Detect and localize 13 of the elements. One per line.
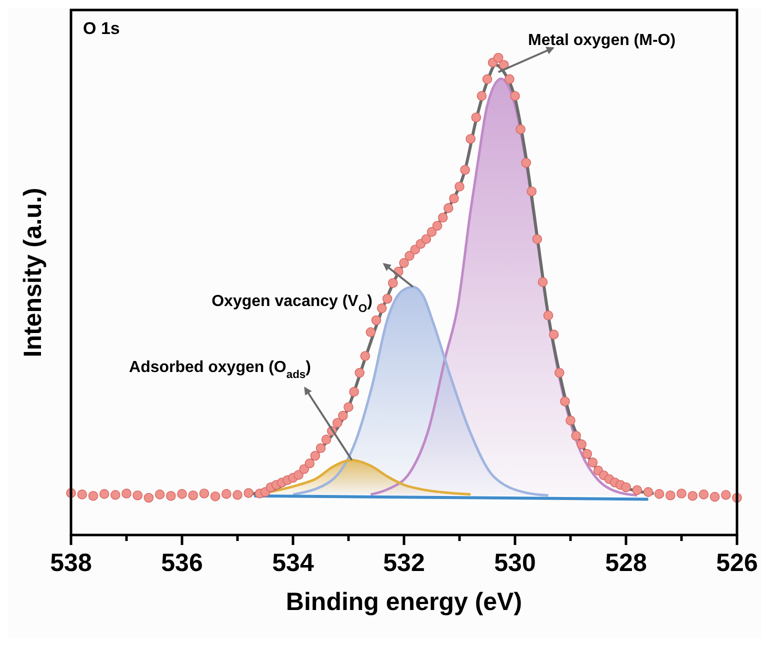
x-tick-label: 526: [716, 549, 758, 577]
x-tick-label: 536: [161, 549, 203, 577]
annotation: Oxygen vacancy (V$_{O}$): [212, 293, 372, 315]
annotation: Metal oxygen (M-O): [528, 32, 676, 49]
y-axis-title: Intensity (a.u.): [19, 188, 47, 358]
annotation: Adsorbed oxygen (O$_{ads}$): [129, 359, 311, 381]
x-tick-label: 528: [605, 549, 647, 577]
x-tick-label: 534: [272, 549, 314, 577]
x-tick-label: 530: [494, 549, 536, 577]
x-tick-label: 538: [50, 549, 92, 577]
x-axis-title: Binding energy (eV): [286, 588, 522, 616]
x-tick-label: 532: [383, 549, 425, 577]
chart-title: O 1s: [83, 19, 120, 38]
